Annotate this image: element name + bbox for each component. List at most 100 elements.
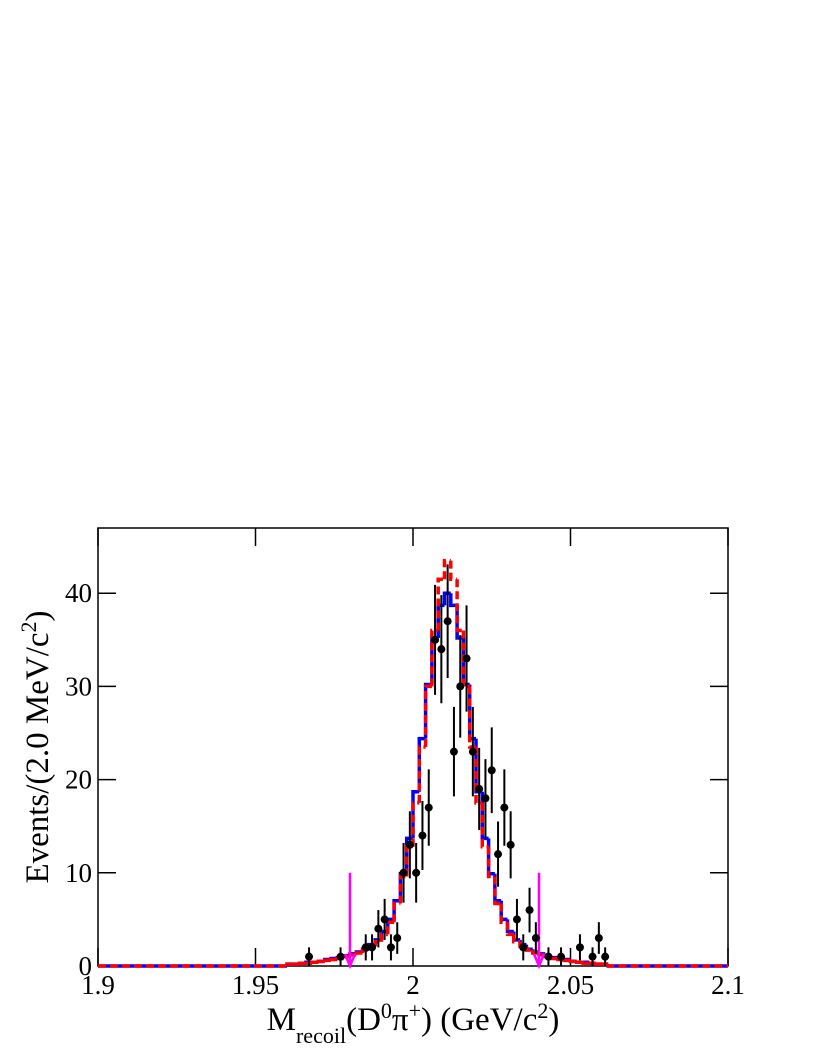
- x-tick-label: 2: [406, 970, 420, 1000]
- data-point: [412, 868, 421, 877]
- histogram-step: [379, 932, 388, 942]
- histogram-step: [373, 940, 382, 947]
- data-point: [475, 784, 484, 793]
- histogram-step: [386, 920, 395, 935]
- histogram-step: [285, 962, 294, 966]
- histogram-step: [442, 558, 451, 580]
- histogram-step: [581, 961, 590, 965]
- x-axis-label: Mrecoil(D0π+) (GeV/c2): [267, 998, 560, 1048]
- histogram-step: [392, 899, 401, 920]
- histogram-step: [575, 960, 584, 965]
- data-point: [361, 943, 370, 952]
- data-point: [443, 617, 452, 626]
- histogram-step: [310, 960, 319, 965]
- data-point: [544, 952, 553, 961]
- data-point: [449, 747, 458, 756]
- histogram-step: [442, 591, 451, 606]
- data-point: [601, 952, 610, 961]
- y-tick-label: 0: [79, 951, 93, 981]
- histogram-step: [411, 789, 420, 839]
- data-point: [437, 645, 446, 654]
- arrow-head: [532, 953, 546, 970]
- data-point: [557, 952, 566, 961]
- histogram-step: [455, 579, 464, 633]
- data-point: [418, 831, 427, 840]
- histogram-step: [323, 958, 332, 963]
- label-part: Events/(2.0 MeV/c: [20, 632, 56, 883]
- histogram-step: [593, 962, 602, 966]
- data-point: [588, 952, 597, 961]
- arrow-head: [343, 953, 357, 970]
- histogram-step: [392, 901, 401, 923]
- x-tick-label: 2.1: [711, 970, 745, 1000]
- data-point: [494, 850, 503, 859]
- data-point: [575, 943, 584, 952]
- histogram-step: [411, 801, 420, 847]
- y-tick-label: 30: [65, 671, 92, 701]
- label-part: 0: [381, 998, 392, 1023]
- data-point: [525, 906, 534, 915]
- data-point: [487, 766, 496, 775]
- histogram-step: [329, 957, 338, 962]
- data-point: [393, 934, 402, 943]
- x-tick-label: 1.9: [81, 970, 115, 1000]
- histogram-step: [568, 959, 577, 964]
- histogram-step: [530, 950, 539, 955]
- data-point: [462, 654, 471, 663]
- x-tick-label: 2.05: [547, 970, 594, 1000]
- data-point: [456, 682, 465, 691]
- data-point: [519, 943, 528, 952]
- y-tick-label: 40: [65, 578, 92, 608]
- histogram-step: [505, 922, 514, 937]
- data-point: [386, 943, 395, 952]
- data-point: [506, 840, 515, 849]
- histogram-step: [549, 956, 558, 961]
- data-point: [594, 934, 603, 943]
- label-part: ): [548, 1002, 559, 1038]
- data-point: [336, 952, 345, 961]
- label-part: recoil: [296, 1023, 346, 1048]
- histogram-step: [297, 961, 306, 965]
- y-tick-label: 20: [65, 765, 92, 795]
- histogram-step: [474, 747, 483, 805]
- label-part: 2: [537, 998, 548, 1023]
- histogram-step: [486, 846, 495, 879]
- data-point: [431, 635, 440, 644]
- histogram-step: [606, 964, 728, 968]
- data-point: [368, 943, 377, 952]
- histogram-step: [499, 903, 508, 924]
- label-part: π: [392, 1002, 409, 1038]
- data-point: [399, 868, 408, 877]
- data-point: [374, 924, 383, 933]
- label-part: ) (GeV/c: [421, 1002, 537, 1038]
- histogram-step: [449, 560, 458, 582]
- data-point: [512, 915, 521, 924]
- data-point: [405, 840, 414, 849]
- histogram-step: [449, 593, 458, 608]
- data-point: [481, 794, 490, 803]
- x-tick-label: 1.95: [232, 970, 279, 1000]
- histogram-step: [493, 876, 502, 906]
- data-point: [424, 803, 433, 812]
- data-point: [468, 747, 477, 756]
- data-point: [500, 803, 509, 812]
- label-part: +: [409, 998, 421, 1023]
- histogram-step: [430, 628, 439, 687]
- histogram-step: [354, 951, 363, 955]
- histogram-step: [512, 934, 521, 944]
- label-part: 2: [16, 621, 41, 632]
- label-part: (D: [346, 1002, 381, 1038]
- histogram-step: [562, 958, 571, 963]
- y-tick-label: 10: [65, 858, 92, 888]
- data-point: [380, 915, 389, 924]
- y-axis-label: Events/(2.0 MeV/c2): [16, 610, 57, 883]
- histogram-step: [316, 959, 325, 964]
- label-part: M: [267, 1002, 296, 1038]
- histogram-step: [423, 684, 432, 747]
- label-part: ): [20, 610, 56, 621]
- data-point: [305, 952, 314, 961]
- histogram-step: [467, 686, 476, 749]
- histogram-step: [436, 577, 445, 631]
